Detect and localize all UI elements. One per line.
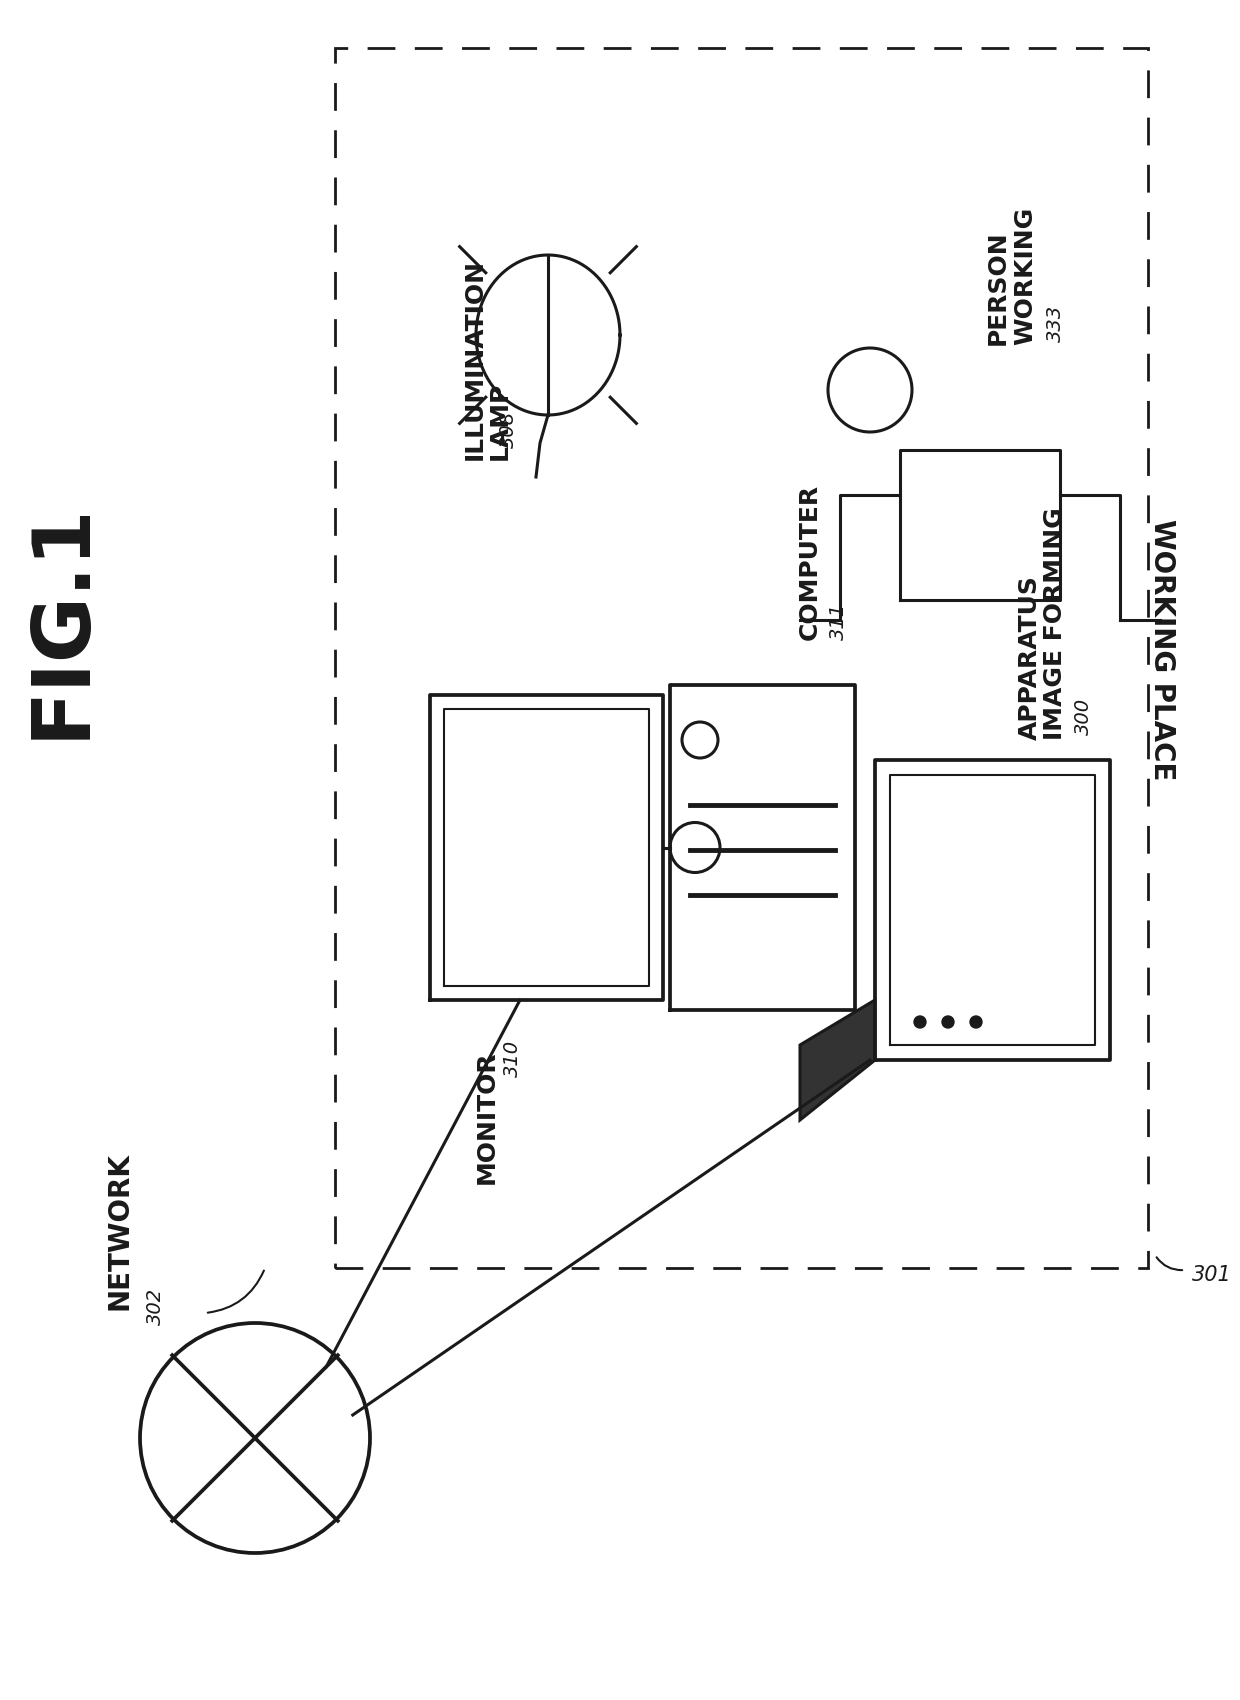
Text: 311: 311	[828, 604, 847, 639]
Circle shape	[914, 1017, 926, 1028]
Text: 302: 302	[145, 1289, 165, 1324]
Text: WORKING: WORKING	[1013, 207, 1037, 345]
Text: APPARATUS: APPARATUS	[1018, 575, 1042, 740]
Bar	[335, 48, 1148, 1268]
Text: 301: 301	[1192, 1265, 1231, 1285]
Text: ILLUMINATION: ILLUMINATION	[463, 258, 487, 461]
Text: NETWORK: NETWORK	[105, 1153, 134, 1311]
Text: FIG.1: FIG.1	[24, 502, 100, 740]
Circle shape	[970, 1017, 982, 1028]
Text: COMPUTER: COMPUTER	[799, 484, 822, 639]
Text: LAMP: LAMP	[489, 382, 512, 461]
Text: PERSON: PERSON	[986, 231, 1011, 345]
Text: 300: 300	[1074, 699, 1092, 734]
Text: MONITOR: MONITOR	[475, 1051, 498, 1183]
Polygon shape	[800, 1000, 875, 1120]
Text: IMAGE FORMING: IMAGE FORMING	[1043, 507, 1066, 740]
Text: 310: 310	[502, 1040, 522, 1078]
Circle shape	[942, 1017, 954, 1028]
Text: 308: 308	[498, 411, 517, 449]
Text: WORKING PLACE: WORKING PLACE	[1148, 518, 1176, 780]
FancyArrowPatch shape	[208, 1270, 264, 1312]
Text: 333: 333	[1045, 304, 1064, 342]
FancyArrowPatch shape	[1157, 1258, 1182, 1270]
